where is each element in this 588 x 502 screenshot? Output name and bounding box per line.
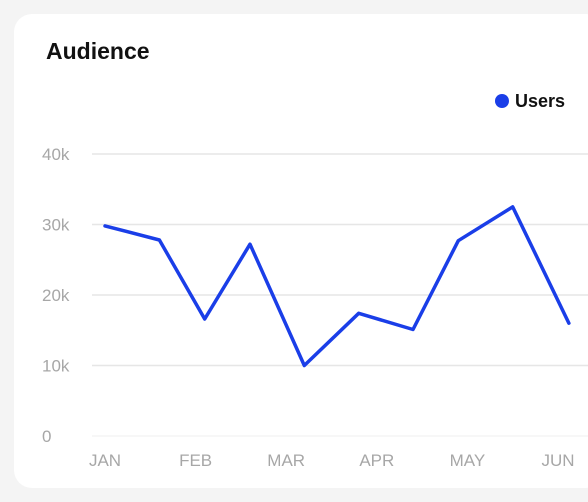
y-tick-label: 20k [42,286,70,305]
audience-card [14,14,588,488]
legend-marker-users [495,94,509,108]
x-tick-label: MAY [450,451,486,470]
data-point[interactable] [563,317,575,329]
x-tick-label: FEB [179,451,212,470]
x-tick-label: APR [359,451,394,470]
y-tick-label: 0 [42,427,51,446]
legend[interactable]: Users [495,91,565,111]
data-point[interactable] [99,220,111,232]
grid-lines [92,153,588,437]
data-point[interactable] [407,324,419,336]
data-point[interactable] [507,201,519,213]
legend-label-users: Users [515,91,565,111]
data-point[interactable] [153,234,165,246]
data-point[interactable] [244,238,256,250]
x-tick-label: MAR [267,451,305,470]
data-point[interactable] [199,313,211,325]
x-tick-label: JAN [89,451,121,470]
y-tick-label: 30k [42,216,70,235]
series-line-users[interactable] [103,205,571,368]
data-point[interactable] [298,360,310,372]
y-tick-label: 40k [42,145,70,164]
x-axis-ticks: JAN FEB MAR APR MAY JUN [89,451,575,470]
x-tick-label: JUN [541,451,574,470]
y-axis-ticks: 0 10k 20k 30k 40k [42,145,70,446]
card-title: Audience [46,38,150,64]
data-point[interactable] [353,307,365,319]
y-tick-label: 10k [42,357,70,376]
data-point[interactable] [452,235,464,247]
series-layer [99,201,575,372]
